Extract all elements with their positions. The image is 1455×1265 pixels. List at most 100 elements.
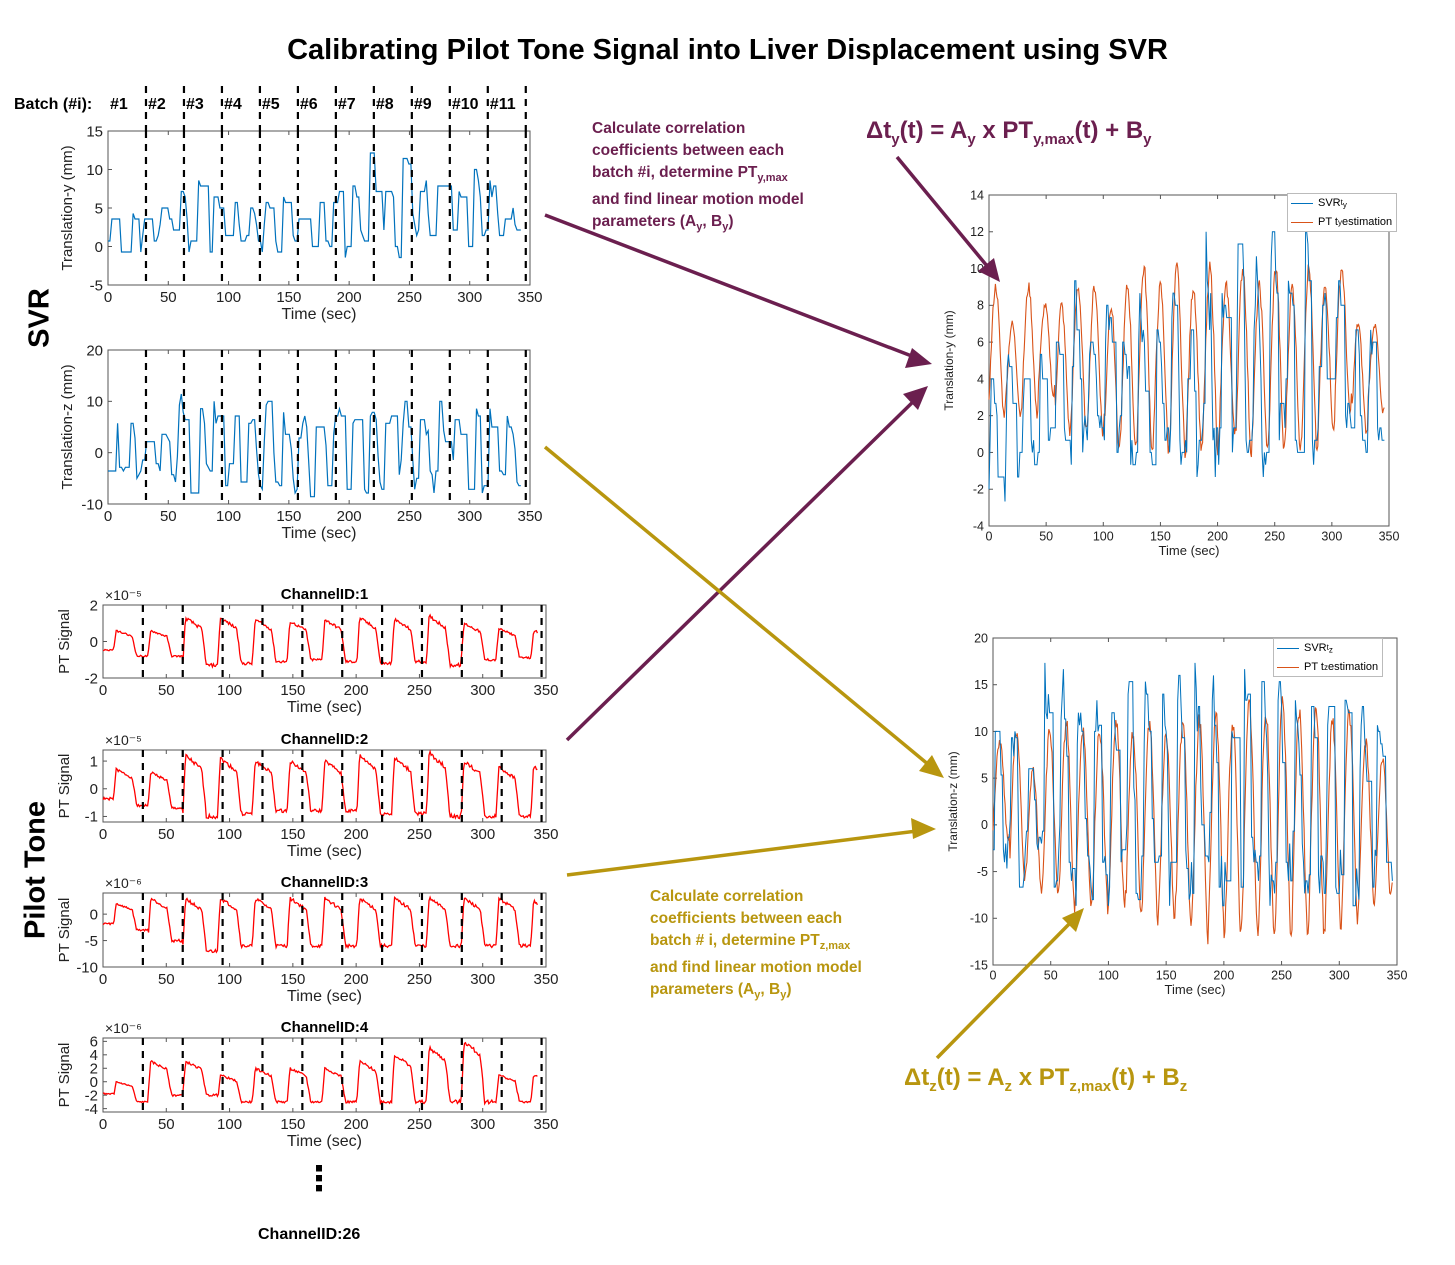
svr_tz-xtick-label: 0 — [104, 508, 112, 525]
pt_ch2-xlabel: Time (sec) — [287, 843, 362, 860]
pt_ch4-series-line — [102, 1041, 538, 1106]
svr_tz-ytick-label: 20 — [86, 342, 103, 359]
batch-label: #3 — [185, 96, 204, 113]
fit_ty-ytick-label: 2 — [977, 409, 984, 423]
note-z-line5-s1: y — [754, 989, 761, 1002]
svr_tz-ytick-label: 0 — [95, 445, 103, 462]
svr_tz-ytick-label: 10 — [86, 394, 103, 411]
pt_ch1-xlabel: Time (sec) — [287, 699, 362, 716]
pt_ch3-ylabel: PT Signal — [56, 898, 73, 963]
eq-z-s3: z,max — [1069, 1077, 1112, 1095]
eq-y-s2: y — [967, 130, 976, 148]
pt_ch3-ytick-label: -5 — [85, 933, 98, 950]
pt_ch4-ytick-label: -2 — [85, 1087, 98, 1104]
pt_ch3-ytick-label: -10 — [76, 959, 98, 976]
svr_ty-xlabel: Time (sec) — [282, 306, 357, 323]
fit_ty-xtick-label: 100 — [1093, 530, 1114, 544]
note-z-line3: batch # i, determine PTz,max — [650, 930, 862, 957]
legend-y-svr-swatch — [1291, 203, 1313, 205]
legend-z-svr-a: SVR — [1304, 642, 1327, 655]
pt_ch4-xtick-label: 0 — [99, 1116, 107, 1133]
pt_ch4-ytick-label: 6 — [90, 1034, 98, 1051]
batch-label: #10 — [451, 96, 479, 113]
fit_tz-ytick-label: 5 — [981, 772, 988, 786]
chart-fit_tz: 0 50 100 150 200 250 300 350 -15 -10 -5 0 5 10 15 20 Tim… — [946, 631, 1407, 997]
fit_tz-ytick-label: -5 — [977, 865, 988, 879]
svr_ty-ytick-label: 10 — [86, 162, 103, 179]
eq-y-c: x PT — [975, 117, 1034, 144]
pt_ch1-title: ChannelID:1 — [281, 586, 369, 603]
pt_ch2-plot-area — [102, 749, 547, 823]
pt_ch1-xtick-label: 50 — [158, 682, 175, 699]
note-z-line5-a: parameters (A — [650, 981, 755, 999]
fit_tz-xtick-label: 250 — [1271, 969, 1292, 983]
eq-y-s4: y — [1143, 130, 1152, 148]
legend-y-svr-subsub: y — [1342, 200, 1347, 210]
eq-y-b: (t) = A — [899, 117, 968, 144]
batch-label: #2 — [147, 96, 166, 113]
svr_ty-xtick-label: 250 — [397, 289, 422, 306]
note-z-line4: and find linear motion model — [650, 959, 862, 977]
fit_tz-xtick-label: 100 — [1098, 969, 1119, 983]
note-z-line3-sub: z,max — [819, 940, 851, 953]
pt_ch1-xtick-label: 150 — [280, 682, 305, 699]
legend-z-svr-sub: t — [1326, 643, 1329, 652]
pt_ch4-xtick-label: 200 — [344, 1116, 369, 1133]
svr_ty-xtick-label: 150 — [276, 289, 301, 306]
pt_ch2-title: ChannelID:2 — [281, 731, 369, 748]
pt_ch3-title: ChannelID:3 — [281, 874, 369, 891]
pt_ch1-ytick-label: -2 — [85, 670, 98, 687]
fit_ty-xlabel: Time (sec) — [1159, 543, 1220, 558]
fit_ty-ytick-label: 0 — [977, 446, 984, 460]
note-z-line5-b: , B — [760, 981, 781, 999]
svr_ty-ytick-label: 5 — [95, 200, 103, 217]
batch-label: #1 — [110, 96, 128, 113]
svr_tz-ytick-label: -10 — [81, 496, 103, 513]
pt_ch2-xtick-label: 200 — [344, 826, 369, 843]
pt_ch2-xtick-label: 100 — [217, 826, 242, 843]
svr_ty-xtick-label: 200 — [337, 289, 362, 306]
fit_tz-xtick-label: 300 — [1329, 969, 1350, 983]
legend-z-svr-subsub: z — [1328, 645, 1333, 655]
fit_ty-ytick-label: -2 — [973, 483, 984, 497]
batch-label: #7 — [337, 96, 356, 113]
svr_tz-series-line — [108, 393, 521, 498]
pt_ch4-ytick-label: 2 — [90, 1061, 98, 1078]
svr_ty-ytick-label: -5 — [90, 277, 103, 294]
note-y-line1: Calculate correlation — [592, 120, 746, 137]
fit_ty-xtick-label: 200 — [1207, 530, 1228, 544]
batch-label: #9 — [413, 96, 432, 113]
fit_ty-xtick-label: 50 — [1039, 530, 1053, 544]
fit_tz-ytick-label: 15 — [974, 678, 988, 692]
note-y: Calculate correlation coefficients betwe… — [592, 118, 804, 238]
figure-title: Calibrating Pilot Tone Signal into Liver… — [287, 34, 1168, 66]
pt_ch4-scale-label: ×10⁻⁶ — [105, 1020, 142, 1036]
pt_ch2-ytick-label: -1 — [85, 809, 98, 826]
eq-z-b: (t) = A — [936, 1064, 1005, 1091]
legend-y-pt-b: estimation — [1341, 215, 1393, 228]
pt_ch1-xtick-label: 100 — [217, 682, 242, 699]
svr_tz-xlabel: Time (sec) — [282, 525, 357, 542]
batch-label: #6 — [299, 96, 318, 113]
eq-y-s1: y — [891, 130, 900, 148]
legend-y-pt-a: PT t — [1318, 215, 1338, 228]
pt_ch3-xtick-label: 350 — [533, 971, 558, 988]
pt_ch2-scale-label: ×10⁻⁵ — [105, 732, 142, 748]
pt_ch4-ytick-label: 4 — [90, 1047, 98, 1064]
pt_ch3-xtick-label: 200 — [344, 971, 369, 988]
pt_ch3-xtick-label: 50 — [158, 971, 175, 988]
pt_ch1-xtick-label: 350 — [533, 682, 558, 699]
svr_ty-xtick-label: 300 — [457, 289, 482, 306]
fit_ty-xtick-label: 0 — [986, 530, 993, 544]
pt_ch2-xtick-label: 300 — [470, 826, 495, 843]
pt_ch2-xtick-label: 0 — [99, 826, 107, 843]
legend-z-svr: SVR tz — [1274, 639, 1382, 659]
pt_ch1-xtick-label: 0 — [99, 682, 107, 699]
svr_ty-xtick-label: 100 — [216, 289, 241, 306]
eq-z-s4: z — [1179, 1077, 1188, 1095]
eq-z-s1: z — [929, 1077, 937, 1095]
note-y-line3: batch #i, determine PTy,max — [592, 162, 804, 189]
